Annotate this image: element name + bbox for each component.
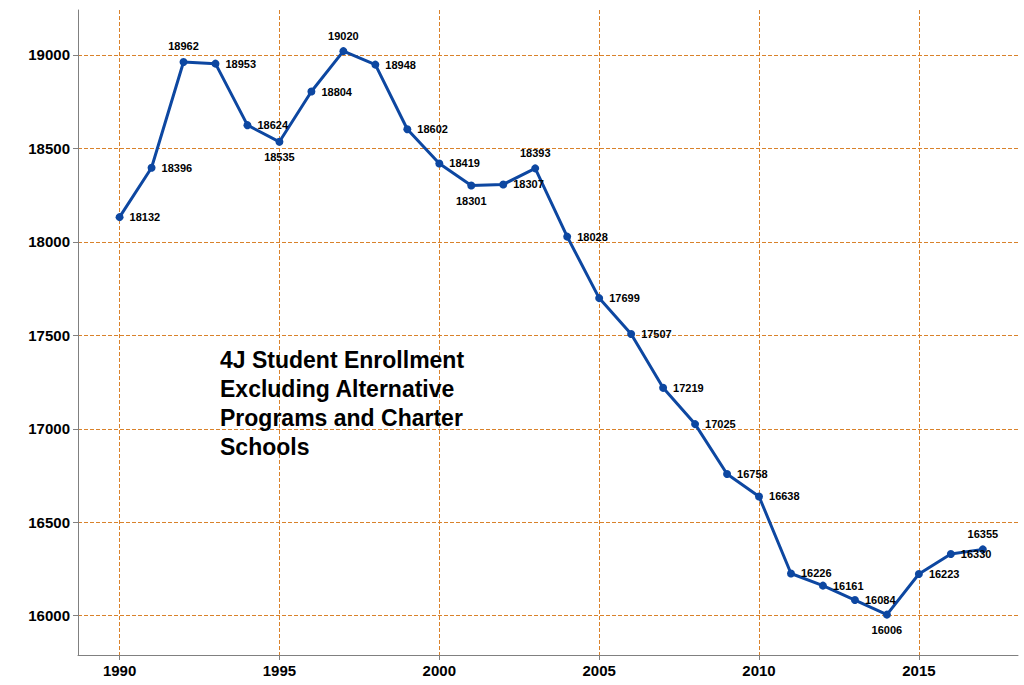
svg-text:18307: 18307 — [513, 178, 544, 190]
svg-text:17219: 17219 — [673, 382, 704, 394]
svg-text:16226: 16226 — [801, 567, 832, 579]
svg-text:18396: 18396 — [162, 162, 193, 174]
svg-text:17500: 17500 — [28, 327, 70, 344]
svg-text:16006: 16006 — [872, 624, 903, 636]
svg-text:18301: 18301 — [456, 195, 487, 207]
svg-text:19020: 19020 — [328, 30, 359, 42]
svg-text:18953: 18953 — [225, 58, 256, 70]
svg-text:17000: 17000 — [28, 420, 70, 437]
svg-text:2010: 2010 — [742, 662, 775, 679]
svg-text:2000: 2000 — [423, 662, 456, 679]
svg-text:2015: 2015 — [902, 662, 935, 679]
svg-text:16223: 16223 — [929, 568, 960, 580]
svg-text:16000: 16000 — [28, 607, 70, 624]
svg-text:18500: 18500 — [28, 140, 70, 157]
svg-text:Excluding Alternative: Excluding Alternative — [220, 376, 454, 402]
svg-text:18419: 18419 — [449, 157, 480, 169]
svg-text:19000: 19000 — [28, 46, 70, 63]
svg-text:4J Student Enrollment: 4J Student Enrollment — [220, 347, 464, 373]
svg-text:1990: 1990 — [103, 662, 136, 679]
svg-text:17025: 17025 — [705, 418, 736, 430]
svg-text:Schools: Schools — [220, 434, 309, 460]
svg-text:16355: 16355 — [968, 528, 999, 540]
svg-text:18948: 18948 — [385, 59, 416, 71]
svg-text:17507: 17507 — [641, 328, 672, 340]
svg-text:18393: 18393 — [520, 147, 551, 159]
svg-text:2005: 2005 — [582, 662, 615, 679]
svg-text:16084: 16084 — [865, 594, 896, 606]
svg-text:18535: 18535 — [264, 151, 295, 163]
svg-text:18602: 18602 — [417, 123, 448, 135]
svg-text:18624: 18624 — [257, 119, 288, 131]
svg-text:17699: 17699 — [609, 292, 640, 304]
svg-text:18000: 18000 — [28, 233, 70, 250]
svg-text:Programs and Charter: Programs and Charter — [220, 405, 463, 431]
svg-text:18132: 18132 — [130, 211, 161, 223]
svg-text:1995: 1995 — [263, 662, 296, 679]
svg-text:16638: 16638 — [769, 490, 800, 502]
svg-text:18804: 18804 — [321, 86, 352, 98]
svg-text:16758: 16758 — [737, 468, 768, 480]
svg-text:16330: 16330 — [961, 548, 992, 560]
svg-text:18028: 18028 — [577, 231, 608, 243]
svg-text:16500: 16500 — [28, 514, 70, 531]
svg-text:18962: 18962 — [168, 40, 199, 52]
svg-text:16161: 16161 — [833, 580, 864, 592]
